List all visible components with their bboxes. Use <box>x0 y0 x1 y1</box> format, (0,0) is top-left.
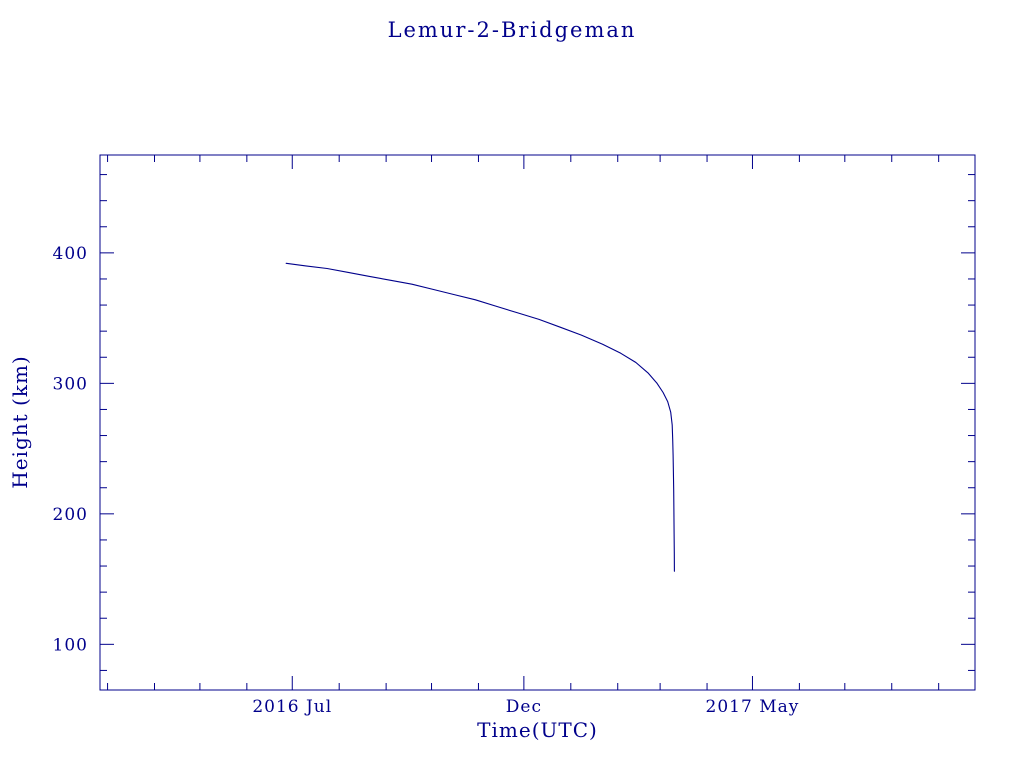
x-tick-label: 2016 Jul <box>252 697 332 717</box>
y-axis-label: Height (km) <box>8 355 32 489</box>
y-tick-label: 400 <box>53 244 88 264</box>
series-line-orbital-height <box>285 262 675 572</box>
x-tick-label: 2017 May <box>706 697 800 717</box>
y-tick-label: 100 <box>53 635 88 655</box>
y-tick-label: 200 <box>53 505 88 525</box>
x-tick-label: Dec <box>506 697 542 717</box>
chart-title: Lemur-2-Bridgeman <box>387 18 637 42</box>
x-axis-label: Time(UTC) <box>477 718 598 742</box>
plot-frame <box>99 154 976 691</box>
y-tick-label: 300 <box>53 374 88 394</box>
